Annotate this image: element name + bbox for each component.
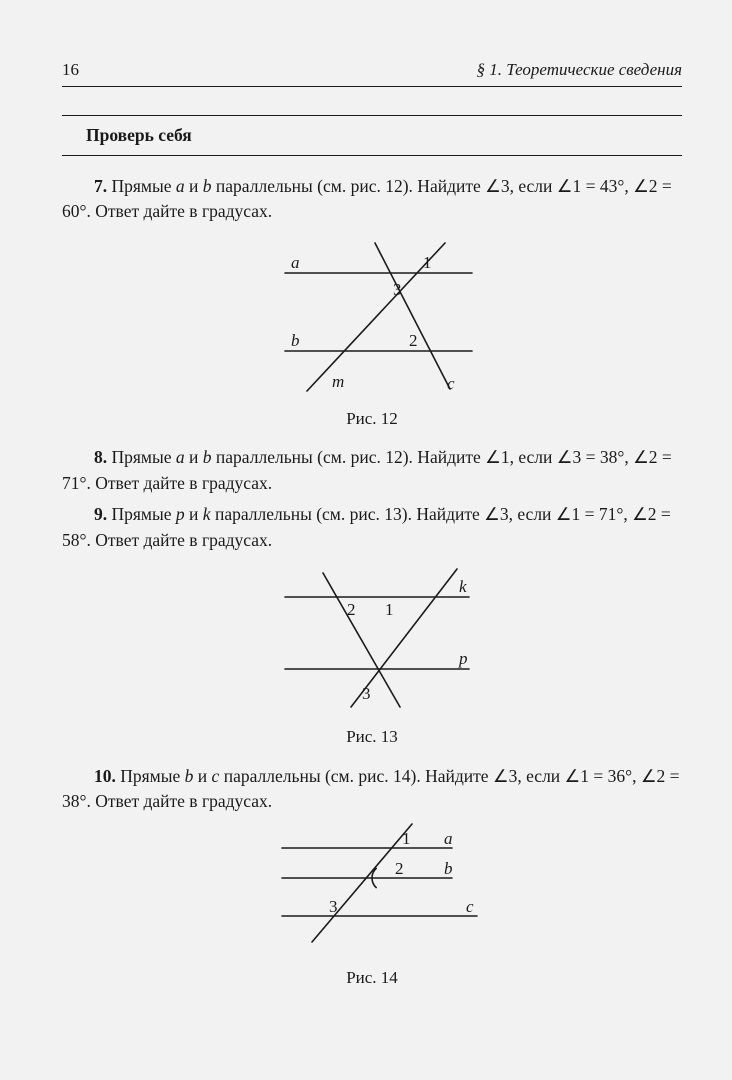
page-number: 16 — [62, 58, 79, 83]
problem-9-and: и — [185, 504, 203, 524]
svg-text:a: a — [444, 829, 453, 848]
problem-7-t1: Прямые — [107, 176, 176, 196]
svg-text:2: 2 — [347, 600, 356, 619]
figure-14-svg: abc 1 2 3 — [252, 820, 492, 960]
svg-text:1: 1 — [423, 253, 432, 272]
problem-8-b: b — [203, 447, 212, 467]
svg-text:k: k — [459, 577, 467, 596]
figure-12-caption: Рис. 12 — [62, 407, 682, 432]
problem-8-t1: Прямые — [107, 447, 176, 467]
problem-10-t1: Прямые — [116, 766, 185, 786]
problem-10: 10. Прямые b и c параллельны (см. рис. 1… — [62, 764, 682, 815]
svg-text:b: b — [291, 331, 300, 350]
problem-8: 8. Прямые a и b параллельны (см. рис. 12… — [62, 445, 682, 496]
problem-7-and: и — [185, 176, 203, 196]
figure-14: abc 1 2 3 Рис. 14 — [62, 820, 682, 991]
problem-8-and: и — [185, 447, 203, 467]
problem-7-number: 7. — [94, 176, 107, 196]
problem-7-a: a — [176, 176, 185, 196]
problem-9-b: k — [203, 504, 211, 524]
page-header: 16 § 1. Теоретические сведения — [62, 58, 682, 87]
svg-text:1: 1 — [402, 829, 411, 848]
figure-13: k p 1 2 3 Рис. 13 — [62, 559, 682, 750]
figure-12-svg: a b c m 1 2 3 — [257, 231, 487, 401]
check-yourself-heading: Проверь себя — [62, 115, 682, 156]
problem-10-number: 10. — [94, 766, 116, 786]
problem-8-a: a — [176, 447, 185, 467]
svg-text:3: 3 — [329, 897, 338, 916]
problem-10-and: и — [193, 766, 211, 786]
problem-9-number: 9. — [94, 504, 107, 524]
svg-text:p: p — [458, 649, 468, 668]
svg-text:2: 2 — [409, 331, 418, 350]
section-title: § 1. Теоретические сведения — [477, 58, 682, 83]
svg-text:2: 2 — [395, 859, 404, 878]
svg-text:a: a — [291, 253, 300, 272]
problem-9-t1: Прямые — [107, 504, 176, 524]
svg-text:1: 1 — [385, 600, 394, 619]
figure-13-caption: Рис. 13 — [62, 725, 682, 750]
problem-7: 7. Прямые a и b параллельны (см. рис. 12… — [62, 174, 682, 225]
problem-7-b: b — [203, 176, 212, 196]
problem-9-a: p — [176, 504, 185, 524]
figure-14-caption: Рис. 14 — [62, 966, 682, 991]
problem-9: 9. Прямые p и k параллельны (см. рис. 13… — [62, 502, 682, 553]
svg-text:m: m — [332, 372, 344, 391]
svg-text:3: 3 — [362, 684, 371, 703]
figure-13-svg: k p 1 2 3 — [257, 559, 487, 719]
svg-text:3: 3 — [393, 280, 402, 299]
svg-text:c: c — [466, 897, 474, 916]
problem-8-number: 8. — [94, 447, 107, 467]
svg-text:c: c — [447, 374, 455, 393]
svg-text:b: b — [444, 859, 453, 878]
figure-12: a b c m 1 2 3 Рис. 12 — [62, 231, 682, 432]
